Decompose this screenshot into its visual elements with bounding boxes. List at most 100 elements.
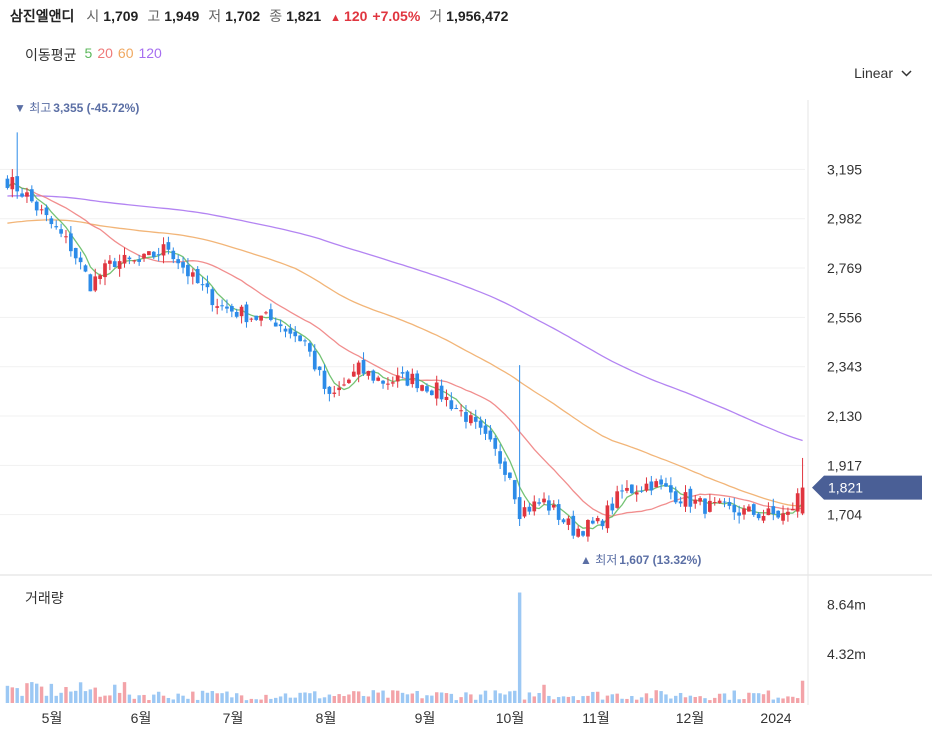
volume-bar xyxy=(20,695,24,703)
up-triangle-icon: ▲ xyxy=(330,12,342,24)
volume-bar xyxy=(400,692,405,703)
x-tick-label: 5월 xyxy=(42,710,63,726)
candle-body xyxy=(664,483,668,487)
volume-bar xyxy=(742,699,746,703)
volume-bar xyxy=(786,696,790,703)
volume-bar xyxy=(566,696,571,703)
candle-body xyxy=(547,500,551,511)
candle-body xyxy=(590,520,595,524)
ma-legend-title: 이동평균 xyxy=(25,47,77,63)
candle-body xyxy=(747,506,751,512)
candle-body xyxy=(298,335,302,342)
x-tick-label: 2024 xyxy=(760,710,791,726)
volume-bar xyxy=(264,694,268,703)
stock-name: 삼진엘앤디 xyxy=(10,8,75,24)
candle-body xyxy=(615,491,620,508)
candle-body xyxy=(151,251,156,258)
volume-bar xyxy=(181,695,185,703)
ma-legend-5[interactable]: 5 xyxy=(84,45,93,61)
ma-20-line xyxy=(6,181,803,517)
candle-body xyxy=(537,502,541,504)
candle-body xyxy=(576,528,581,537)
candle-body xyxy=(308,343,312,352)
high-label: 고 xyxy=(147,8,161,24)
candle-body xyxy=(551,504,556,508)
candle-body xyxy=(108,260,112,264)
volume-bar xyxy=(142,694,146,703)
candle-body xyxy=(498,451,502,464)
volume-bar xyxy=(503,694,507,703)
price-tick-label: 2,982 xyxy=(827,211,862,227)
price-tick-label: 2,556 xyxy=(827,309,862,325)
volume-bar xyxy=(547,695,551,703)
volume-bar xyxy=(556,697,561,703)
candle-body xyxy=(605,505,610,529)
candle-body xyxy=(293,331,298,337)
volume-bar xyxy=(391,690,395,703)
volume-bar xyxy=(83,691,88,703)
candle-body xyxy=(542,498,546,503)
candle-body xyxy=(400,372,405,374)
volume-bar xyxy=(727,699,732,703)
candle-body xyxy=(229,305,234,312)
open-value: 1,709 xyxy=(103,8,139,24)
candle-body xyxy=(703,498,707,514)
volume-bar xyxy=(117,692,122,703)
candle-body xyxy=(171,250,176,260)
candle-body xyxy=(332,392,337,394)
volume-bar xyxy=(98,696,102,703)
candle-body xyxy=(356,362,361,375)
candle-body xyxy=(508,472,512,478)
volume-bar xyxy=(766,690,771,703)
candle-body xyxy=(761,515,766,521)
volume-bar xyxy=(332,696,336,703)
volume-bar xyxy=(625,698,629,703)
volume-bar xyxy=(674,695,678,703)
candle-body xyxy=(49,218,54,225)
volume-bar xyxy=(113,684,117,703)
current-price-marker xyxy=(812,475,922,500)
candle-body xyxy=(405,371,410,386)
low-value: 1,702 xyxy=(225,8,261,24)
candle-body xyxy=(337,387,341,391)
candle-body xyxy=(459,410,463,412)
candle-body xyxy=(644,483,649,491)
candle-body xyxy=(625,487,629,491)
candle-body xyxy=(361,360,366,374)
candle-body xyxy=(649,481,654,491)
volume-bar xyxy=(313,691,317,703)
high-value: 1,949 xyxy=(164,8,200,24)
candle-body xyxy=(342,384,346,386)
ma-legend-120[interactable]: 120 xyxy=(138,45,162,61)
candle-body xyxy=(351,371,356,377)
candle-body xyxy=(259,315,263,321)
volume-bar xyxy=(288,697,293,703)
volume-bar xyxy=(10,687,15,703)
volume-bar xyxy=(352,691,356,703)
volume-bar xyxy=(605,695,610,703)
ma-legend-60[interactable]: 60 xyxy=(117,45,134,61)
ma-legend-20[interactable]: 20 xyxy=(97,45,113,61)
candle-body xyxy=(469,415,473,424)
candle-body xyxy=(756,513,761,519)
volume-bar xyxy=(513,690,517,703)
open-label: 시 xyxy=(86,8,100,24)
candle-body xyxy=(322,370,327,389)
candle-body xyxy=(683,492,688,507)
volume-panel-title: 거래량 xyxy=(25,590,64,606)
scale-dropdown[interactable]: Linear xyxy=(854,65,912,81)
candle-body xyxy=(595,518,600,522)
candle-body xyxy=(522,507,527,517)
candle-body xyxy=(586,520,590,537)
volume-bar xyxy=(669,698,673,703)
volume-bar xyxy=(498,693,502,703)
x-tick-label: 8월 xyxy=(316,710,337,726)
candle-body xyxy=(429,390,434,396)
volume-bar xyxy=(35,683,39,703)
candle-body xyxy=(600,520,605,527)
volume-bar xyxy=(600,699,605,703)
volume-bar xyxy=(698,696,702,703)
volume-bar xyxy=(69,691,73,703)
volume-bar xyxy=(39,686,44,703)
